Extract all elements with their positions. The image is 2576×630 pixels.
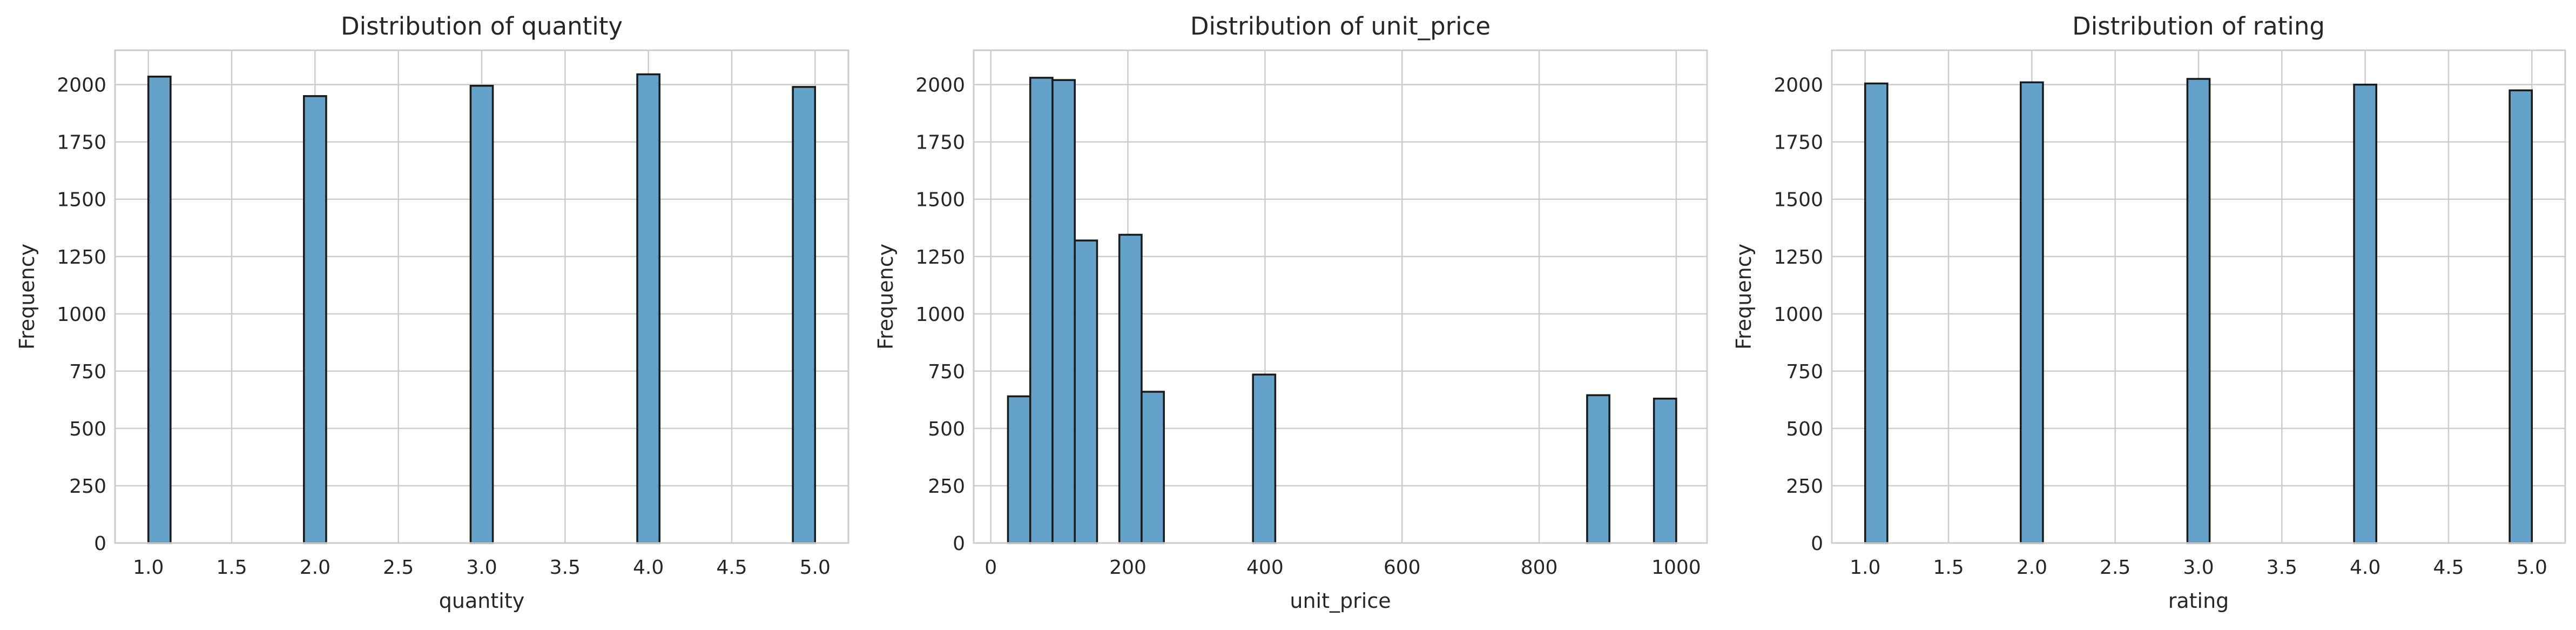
chart-panel-2: 0 200 400 600 800 1000 0 250 500 750 1000 1250 1500 1…	[874, 12, 1708, 613]
y-tick-label: 1750	[915, 132, 965, 154]
x-tick-label: 4.0	[2350, 557, 2381, 579]
x-tick-label: 4.5	[2433, 557, 2464, 579]
axes-frame	[973, 49, 1708, 544]
y-tick-label: 2000	[1773, 75, 1823, 97]
x-tick-label: 1.5	[1933, 557, 1964, 579]
x-tick-label: 2.0	[300, 557, 331, 579]
y-tick-label: 2000	[915, 75, 965, 97]
y-tick-label: 250	[69, 475, 106, 498]
x-tick-label: 400	[1246, 557, 1284, 579]
x-tick-label: 1000	[1651, 557, 1701, 579]
histogram-bar	[147, 76, 172, 544]
y-tick-label: 0	[953, 533, 965, 555]
histogram-bar	[2186, 78, 2211, 544]
x-tick-label: 2.0	[2017, 557, 2047, 579]
y-tick-label: 750	[69, 361, 106, 383]
y-tick-label: 250	[1786, 475, 1823, 498]
x-tick-label: 0	[984, 557, 997, 579]
x-tick-label: 5.0	[800, 557, 831, 579]
x-tick-label: 2.5	[2100, 557, 2130, 579]
y-tick-label: 2000	[57, 75, 106, 97]
x-tick-label: 4.0	[633, 557, 664, 579]
x-tick-label: 4.5	[716, 557, 747, 579]
chart-title: Distribution of rating	[2072, 12, 2325, 41]
x-tick-label: 5.0	[2517, 557, 2547, 579]
y-tick-label: 0	[94, 533, 106, 555]
histogram-bar	[1051, 79, 1076, 544]
y-tick-label: 1750	[1773, 132, 1823, 154]
histogram-bar	[1007, 395, 1031, 544]
x-tick-label: 3.5	[2267, 557, 2297, 579]
x-tick-label: 800	[1521, 557, 1558, 579]
axes-frame	[114, 49, 849, 544]
y-tick-label: 1500	[57, 189, 106, 211]
y-tick-label: 750	[928, 361, 965, 383]
chart-panel-1: 1.0 1.5 2.0 2.5 3.0 3.5 4.0 4.5 5.0 0 250 500 750 100…	[15, 12, 849, 613]
chart-title: Distribution of unit_price	[1190, 12, 1491, 41]
x-tick-label: 600	[1384, 557, 1421, 579]
y-tick-label: 500	[69, 418, 106, 440]
histogram-bar	[2020, 81, 2044, 544]
histogram-bar	[469, 84, 494, 544]
x-tick-label: 3.5	[550, 557, 581, 579]
axes-frame	[1831, 49, 2566, 544]
y-tick-label: 750	[1786, 361, 1823, 383]
chart-title: Distribution of quantity	[341, 12, 623, 41]
x-tick-label: 2.5	[383, 557, 414, 579]
y-tick-label: 1000	[915, 304, 965, 326]
y-axis-label: Frequency	[15, 244, 39, 350]
y-tick-label: 1500	[915, 189, 965, 211]
histogram-bar	[1074, 239, 1098, 544]
x-axis-label: unit_price	[1290, 589, 1391, 613]
x-tick-label: 3.0	[2183, 557, 2214, 579]
histogram-bar	[1653, 398, 1677, 544]
y-tick-label: 1000	[1773, 304, 1823, 326]
y-tick-label: 1000	[57, 304, 106, 326]
x-tick-label: 1.0	[133, 557, 164, 579]
x-tick-label: 1.5	[216, 557, 247, 579]
y-tick-label: 500	[1786, 418, 1823, 440]
x-axis-label: rating	[2168, 589, 2229, 613]
y-tick-label: 1500	[1773, 189, 1823, 211]
histogram-bar	[1029, 77, 1054, 544]
histogram-bar	[2353, 83, 2377, 544]
y-axis-label: Frequency	[1732, 244, 1756, 350]
x-axis-label: quantity	[439, 589, 524, 613]
y-tick-label: 500	[928, 418, 965, 440]
y-tick-label: 1250	[915, 246, 965, 269]
x-tick-label: 3.0	[466, 557, 497, 579]
histogram-bar	[1864, 82, 1889, 544]
chart-panel-3: 1.0 1.5 2.0 2.5 3.0 3.5 4.0 4.5 5.0 0 250 500 750 100…	[1732, 12, 2566, 613]
y-tick-label: 1250	[1773, 246, 1823, 269]
y-axis-label: Frequency	[874, 244, 898, 350]
y-tick-label: 1750	[57, 132, 106, 154]
x-tick-label: 1.0	[1850, 557, 1880, 579]
histogram-bar	[636, 73, 660, 544]
histogram-bar	[1586, 394, 1610, 544]
histogram-bar	[2508, 89, 2533, 544]
y-tick-label: 1250	[57, 246, 106, 269]
y-tick-label: 250	[928, 475, 965, 498]
histogram-bar	[1252, 373, 1277, 544]
histogram-bar	[1118, 233, 1143, 544]
histogram-bar	[1141, 391, 1165, 544]
histogram-bar	[303, 95, 327, 544]
x-tick-label: 200	[1109, 557, 1147, 579]
y-tick-label: 0	[1811, 533, 1823, 555]
histogram-bar	[792, 86, 817, 544]
